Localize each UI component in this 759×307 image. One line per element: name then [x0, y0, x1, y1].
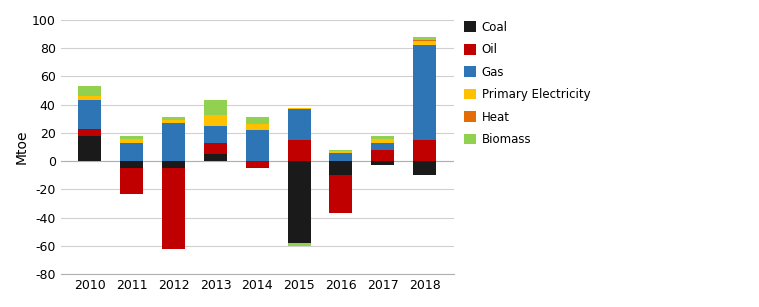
- Bar: [78, 96, 102, 100]
- Bar: [204, 126, 227, 143]
- Bar: [204, 143, 227, 154]
- Legend: Coal, Oil, Gas, Primary Electricity, Heat, Biomass: Coal, Oil, Gas, Primary Electricity, Hea…: [464, 21, 591, 146]
- Bar: [288, 140, 310, 161]
- Bar: [413, 45, 436, 140]
- Bar: [371, 143, 395, 150]
- Bar: [162, 120, 185, 123]
- Bar: [162, 117, 185, 120]
- Bar: [288, 107, 310, 109]
- Bar: [371, 138, 395, 143]
- Bar: [371, 136, 395, 138]
- Bar: [120, 136, 143, 138]
- Bar: [329, 150, 352, 151]
- Bar: [78, 136, 102, 161]
- Bar: [371, 150, 395, 161]
- Y-axis label: Mtoe: Mtoe: [15, 130, 29, 164]
- Bar: [246, 130, 269, 161]
- Bar: [78, 100, 102, 129]
- Bar: [204, 115, 227, 126]
- Bar: [204, 100, 227, 115]
- Bar: [413, 37, 436, 40]
- Bar: [329, 151, 352, 153]
- Bar: [78, 129, 102, 136]
- Bar: [246, 117, 269, 124]
- Bar: [288, 161, 310, 243]
- Bar: [120, 168, 143, 194]
- Bar: [120, 143, 143, 161]
- Bar: [162, 161, 185, 168]
- Bar: [288, 243, 310, 246]
- Bar: [162, 168, 185, 249]
- Bar: [413, 40, 436, 41]
- Bar: [413, 161, 436, 175]
- Bar: [246, 161, 269, 168]
- Bar: [371, 161, 395, 165]
- Bar: [246, 124, 269, 130]
- Bar: [288, 109, 310, 140]
- Bar: [162, 123, 185, 161]
- Bar: [120, 161, 143, 168]
- Bar: [329, 161, 352, 175]
- Bar: [204, 154, 227, 161]
- Bar: [413, 140, 436, 161]
- Bar: [329, 175, 352, 213]
- Bar: [120, 138, 143, 143]
- Bar: [329, 153, 352, 161]
- Bar: [413, 41, 436, 45]
- Bar: [78, 86, 102, 96]
